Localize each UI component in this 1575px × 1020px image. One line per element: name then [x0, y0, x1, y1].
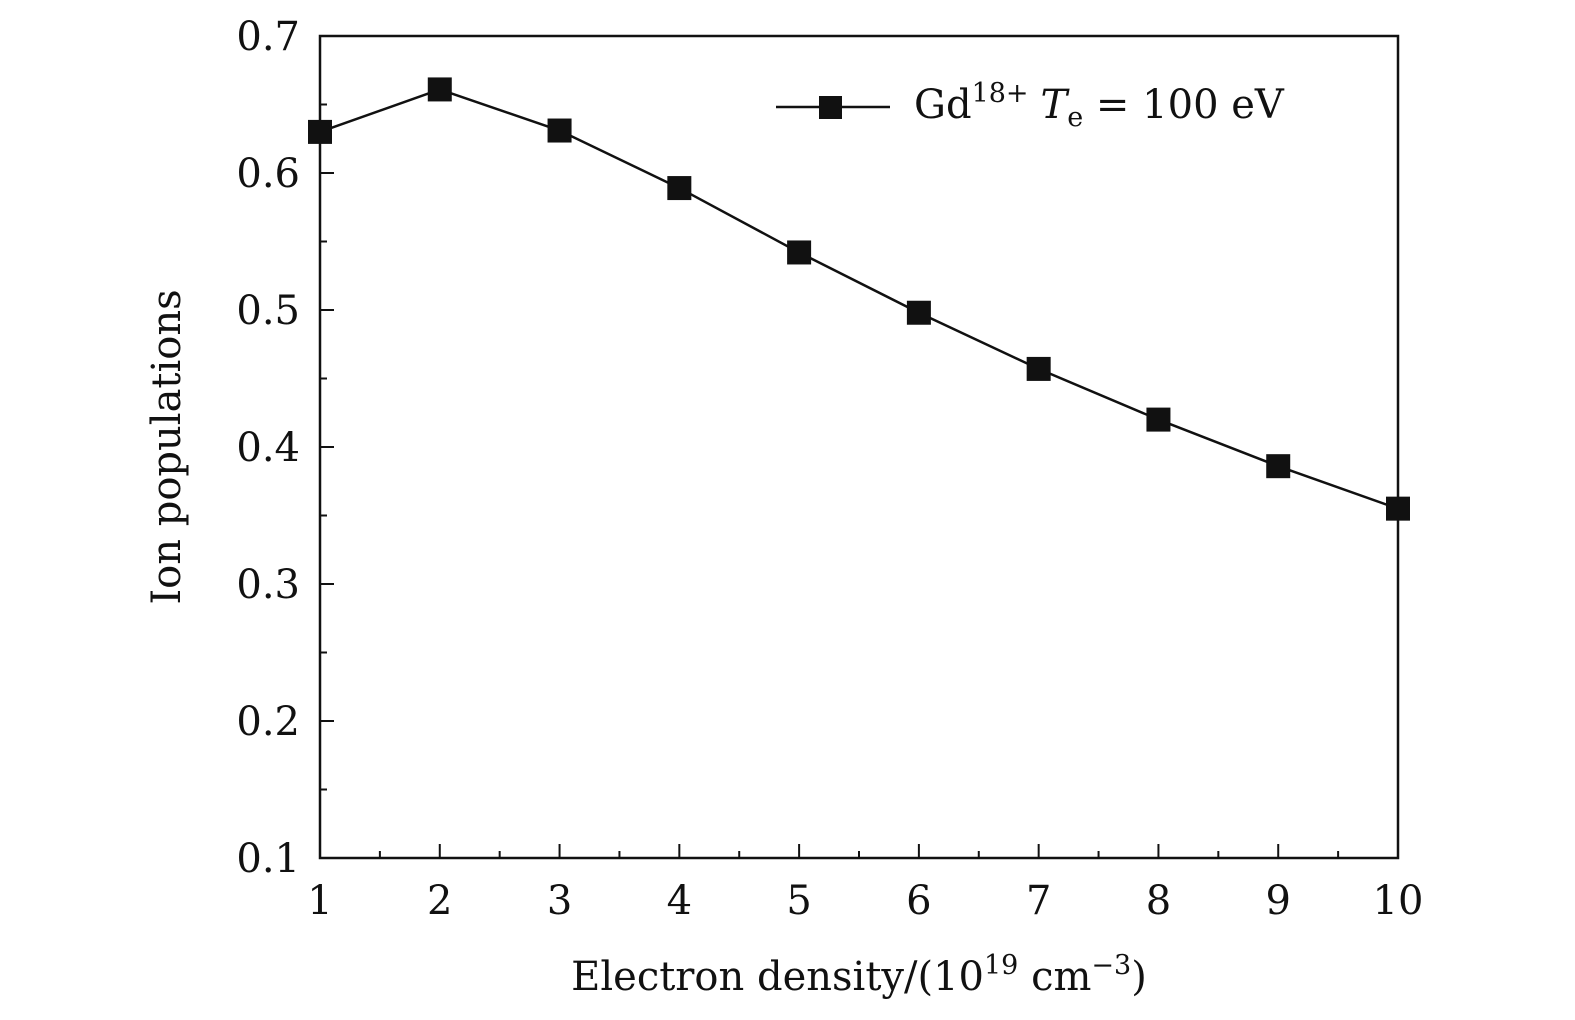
x-tick-labels: 1 2 3 4 5 6 7 8 9 10 — [307, 878, 1423, 924]
data-point-marker — [1146, 407, 1171, 432]
data-point-marker — [906, 300, 931, 325]
y-tick-label: 0.4 — [236, 425, 300, 471]
x-tick-label: 9 — [1265, 878, 1290, 924]
y-tick-label: 0.7 — [236, 14, 300, 60]
y-tick-label: 0.6 — [236, 151, 300, 197]
data-point-marker — [308, 119, 332, 144]
plot-frame — [318, 34, 1400, 860]
legend: Gd18+ Te = 100 eV — [776, 78, 1285, 133]
y-tick-labels: 0.1 0.2 0.3 0.4 0.5 0.6 0.7 — [236, 14, 300, 882]
y-tick-label: 0.1 — [236, 836, 300, 882]
x-axis-title: Electron density/(1019 cm−3) — [571, 950, 1147, 1000]
y-axis-title: Ion populations — [144, 289, 190, 604]
x-tick-label: 2 — [427, 878, 452, 924]
series-lines — [319, 88, 1399, 510]
data-point-marker — [1266, 454, 1291, 479]
x-tick-label: 3 — [547, 878, 572, 924]
data-point-marker — [787, 240, 812, 265]
series-markers — [308, 77, 1410, 521]
legend-marker — [819, 96, 842, 119]
x-tick-label: 5 — [786, 878, 811, 924]
y-tick-label: 0.3 — [236, 562, 300, 608]
x-tick-label: 1 — [307, 878, 332, 924]
data-point-marker — [667, 176, 692, 201]
data-point-marker — [1026, 356, 1051, 381]
x-tick-label: 10 — [1373, 878, 1424, 924]
x-tick-label: 6 — [906, 878, 931, 924]
data-point-marker — [427, 77, 452, 102]
x-tick-label: 4 — [667, 878, 692, 924]
data-point-marker — [547, 118, 572, 143]
x-tick-label: 7 — [1026, 878, 1051, 924]
y-tick-label: 0.2 — [236, 699, 300, 745]
y-axis-ticks — [320, 35, 334, 859]
x-axis-ticks — [319, 844, 1399, 858]
data-point-marker — [1386, 496, 1410, 521]
x-tick-label: 8 — [1146, 878, 1171, 924]
series-line — [319, 88, 1399, 510]
y-tick-label: 0.5 — [236, 288, 300, 334]
legend-label: Gd18+ Te = 100 eV — [914, 78, 1285, 133]
